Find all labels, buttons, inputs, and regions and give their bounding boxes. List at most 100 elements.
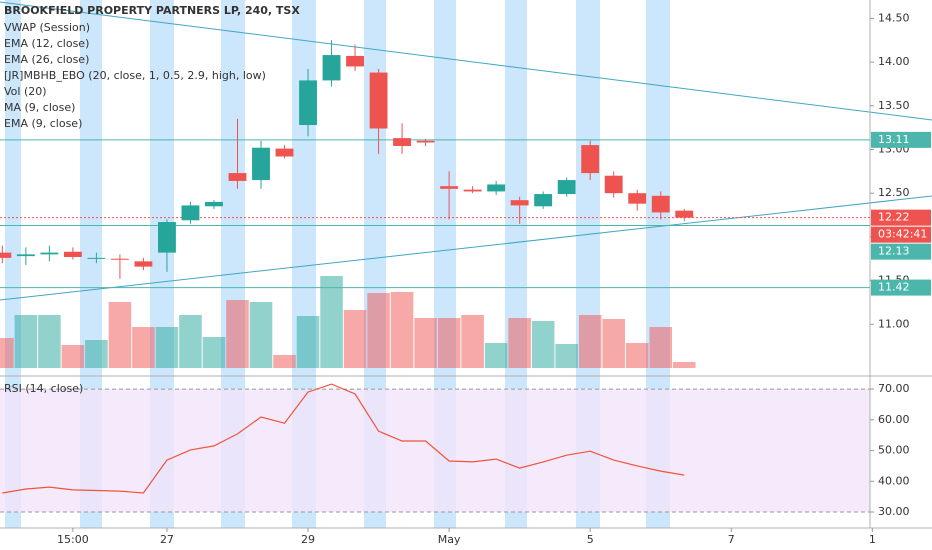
x-tick-label: 7	[728, 533, 735, 546]
candle-body	[158, 222, 176, 253]
candle-body	[275, 148, 294, 157]
legend: BROOKFIELD PROPERTY PARTNERS LP, 240, TS…	[4, 4, 300, 395]
candle-body	[228, 173, 247, 181]
legend-item: MA (9, close)	[4, 101, 75, 114]
volume-bar	[320, 276, 343, 368]
volume-bar	[85, 340, 108, 368]
volume-bar	[155, 327, 179, 368]
price-label-box	[871, 279, 931, 296]
volume-bar	[0, 338, 14, 368]
candle-body	[510, 200, 529, 206]
price-label: 12.13	[878, 245, 910, 258]
y-tick-label: 14.00	[878, 55, 910, 68]
x-tick-label: 29	[301, 533, 315, 546]
volume-bar	[108, 302, 132, 368]
volume-bar	[202, 337, 226, 368]
candle-body	[557, 180, 576, 195]
volume-bar	[508, 318, 531, 368]
legend-item: EMA (12, close)	[4, 37, 89, 50]
volume-bar	[578, 315, 602, 368]
price-label: 12.22	[878, 211, 910, 224]
candle-body	[463, 189, 482, 192]
rsi-line	[2, 383, 685, 494]
volume-bar	[414, 318, 437, 368]
price-label: 13.11	[878, 133, 910, 146]
volume-bar	[343, 310, 367, 368]
x-tick-label: May	[438, 533, 461, 546]
x-tick-label: 15:00	[57, 533, 89, 546]
y-tick-label: 14.50	[878, 11, 910, 24]
price-label-box	[871, 243, 931, 260]
volume-bar	[226, 300, 249, 368]
price-label: 11.42	[878, 281, 910, 294]
volume-bar	[61, 345, 85, 368]
candle-body	[205, 201, 223, 207]
candle-body	[675, 210, 694, 218]
trend-line	[0, 195, 932, 301]
candle-body	[63, 251, 82, 257]
countdown: 03:42:41	[878, 228, 927, 241]
y-tick-label: 60.00	[878, 413, 910, 426]
legend-item: EMA (9, close)	[4, 117, 82, 130]
candle-body	[299, 80, 317, 125]
y-tick-label: 50.00	[878, 444, 910, 457]
volume-bar	[367, 293, 390, 368]
candle-body	[628, 193, 647, 204]
volume-bar	[296, 316, 320, 368]
rsi-band	[0, 389, 870, 512]
volume-bar	[249, 302, 273, 368]
candle-body	[581, 145, 600, 174]
price-label-box	[871, 209, 931, 226]
volume-bar	[484, 343, 508, 368]
candle-body	[416, 140, 435, 143]
legend-item: Vol (20)	[4, 85, 47, 98]
candle-body	[16, 254, 35, 257]
candle-body	[181, 205, 200, 221]
volume-bar	[38, 315, 61, 368]
volume-bar	[461, 315, 484, 368]
volume-bar	[531, 321, 555, 368]
candle-body	[346, 55, 364, 67]
volume-bar	[390, 292, 414, 368]
legend-item: [JR]MBHB_EBO (20, close, 1, 0.5, 2.9, hi…	[4, 69, 266, 82]
x-tick-label: 5	[587, 533, 594, 546]
candle-body	[393, 138, 412, 146]
y-tick-label: 70.00	[878, 382, 910, 395]
volume-bar	[602, 319, 625, 368]
x-tick-label: 1	[869, 533, 876, 546]
chart-title: BROOKFIELD PROPERTY PARTNERS LP, 240, TS…	[4, 4, 300, 17]
volume-bar	[555, 344, 578, 368]
volume-bar	[14, 315, 38, 368]
candle-body	[40, 252, 59, 255]
y-tick-label: 30.00	[878, 505, 910, 518]
candle-body	[134, 261, 153, 267]
candle-body	[87, 257, 106, 259]
candle-body	[651, 195, 670, 213]
volume-bar	[625, 343, 649, 368]
candle-body	[534, 194, 553, 207]
countdown-box	[871, 226, 931, 243]
volume-bar	[672, 362, 696, 368]
candle-body	[487, 184, 506, 192]
legend-item: VWAP (Session)	[4, 21, 90, 34]
volume-bar	[273, 355, 296, 368]
y-tick-label: 13.50	[878, 99, 910, 112]
volume-bar	[179, 315, 202, 368]
rsi-title: RSI (14, close)	[4, 382, 83, 395]
trend-line	[0, 1, 932, 121]
candle-body	[110, 258, 129, 260]
x-tick-label: 27	[160, 533, 174, 546]
candle-body	[440, 186, 459, 189]
candle-body	[322, 55, 341, 81]
volume-bar	[649, 327, 673, 368]
legend-item: EMA (26, close)	[4, 53, 89, 66]
y-tick-label: 11.00	[878, 317, 910, 330]
y-tick-label: 40.00	[878, 474, 910, 487]
candle-body	[369, 72, 388, 129]
candle-body	[252, 147, 270, 181]
volume-bar	[132, 327, 155, 368]
price-label-box	[871, 131, 931, 148]
candle-body	[0, 252, 12, 258]
volume-bar	[437, 318, 461, 368]
